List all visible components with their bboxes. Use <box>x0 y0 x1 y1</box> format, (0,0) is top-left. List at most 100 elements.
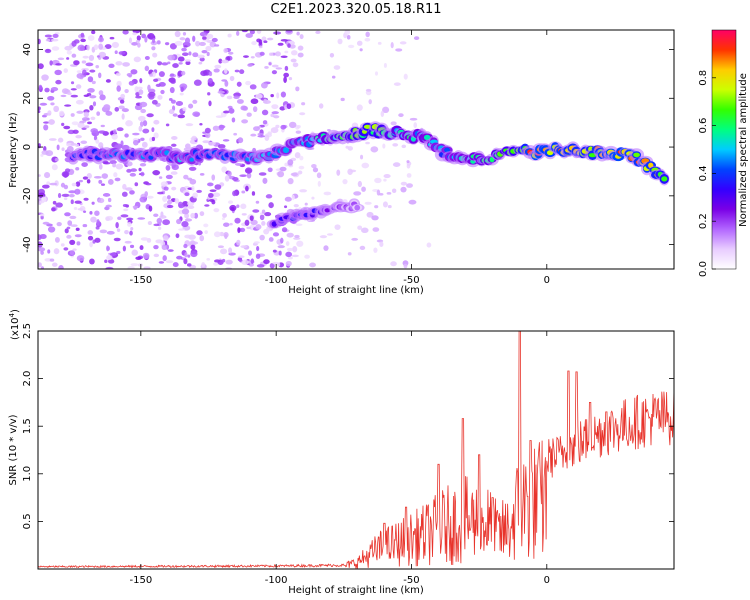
spectrogram-noise-cell <box>141 141 148 148</box>
spectrogram-noise-cell <box>299 34 304 40</box>
spectrogram-noise-cell <box>122 183 127 190</box>
spectrogram-noise-cell <box>165 174 173 180</box>
spectrogram-noise-cell <box>98 43 104 50</box>
spectrogram-noise-cell <box>284 50 289 54</box>
spectrogram-noise-cell <box>102 160 109 165</box>
spectrogram-noise-cell <box>135 256 142 260</box>
spectrogram-noise-cell <box>55 63 62 66</box>
spectrogram-noise-cell <box>76 110 84 114</box>
spectrogram-noise-cell <box>263 259 270 265</box>
spectrogram-noise-cell <box>296 124 301 129</box>
spectrogram-noise-cell <box>86 172 92 179</box>
spectrogram-noise-cell <box>279 106 286 111</box>
spectrogram-noise-cell <box>342 178 348 185</box>
spectrogram-noise-cell <box>75 99 84 105</box>
spectrogram-noise-cell <box>73 60 80 66</box>
spectrogram-noise-cell <box>42 184 50 189</box>
spectrogram-noise-cell <box>38 110 41 114</box>
spectrogram-noise-cell <box>52 200 57 205</box>
spectrogram-noise-cell <box>105 111 113 116</box>
spectrogram-noise-cell <box>372 227 380 232</box>
spectrogram-noise-cell <box>39 102 48 106</box>
spectrogram-noise-cell <box>53 105 60 113</box>
spectrogram-noise-cell <box>215 115 224 119</box>
spectrogram-noise-cell <box>128 37 132 44</box>
spectrogram-noise-cell <box>138 167 142 172</box>
spectrogram-noise-cell <box>174 40 183 46</box>
spectrogram-noise-cell <box>130 226 134 231</box>
spectrogram-noise-cell <box>109 252 117 256</box>
spectrogram-noise-cell <box>379 241 384 248</box>
spectrogram-noise-cell <box>426 242 432 248</box>
spectrogram-noise-cell <box>118 51 126 55</box>
spectrogram-noise-cell <box>115 163 124 170</box>
spectrogram-noise-cell <box>297 170 303 175</box>
spectrogram-noise-cell <box>57 57 65 61</box>
spectrogram-noise-cell <box>246 226 252 230</box>
spectrogram-noise-cell <box>406 173 412 178</box>
spectrogram-noise-cell <box>233 132 238 136</box>
spectrogram-noise-cell <box>129 230 133 236</box>
spectrogram-noise-cell <box>370 146 379 153</box>
spectrogram-noise-cell <box>51 46 60 51</box>
spectrogram-noise-cell <box>153 223 160 227</box>
spectrogram-noise-cell <box>243 55 249 58</box>
spectrogram-noise-cell <box>157 191 164 195</box>
spectrogram-noise-cell <box>126 217 134 221</box>
spectrogram-noise-cell <box>51 207 56 212</box>
spectrogram-noise-cell <box>87 121 92 125</box>
spectrogram-noise-cell <box>41 74 49 81</box>
spectrogram-noise-cell <box>68 190 76 194</box>
spectrogram-noise-cell <box>351 237 359 241</box>
spectrogram-noise-cell <box>196 230 203 236</box>
spectrogram-noise-cell <box>217 90 225 94</box>
spectrogram-noise-cell <box>297 52 304 58</box>
spectrogram-noise-cell <box>71 182 77 187</box>
spectrogram-noise-cell <box>382 143 386 149</box>
spectrogram-noise-cell <box>268 237 274 242</box>
spectrogram-noise-cell <box>256 264 265 268</box>
colorbar-tick-label: 0.0 <box>698 261 709 277</box>
spectrogram-noise-cell <box>240 245 248 249</box>
spectrogram-noise-cell <box>147 32 155 40</box>
spectrogram-noise-cell <box>292 246 298 253</box>
spectrogram-noise-cell <box>361 162 370 169</box>
spectrogram-noise-cell <box>184 234 192 239</box>
spectrogram-noise-cell <box>38 234 42 241</box>
spectrogram-noise-cell <box>190 137 197 141</box>
spectrogram-noise-cell <box>178 62 183 65</box>
spectrogram-noise-cell <box>261 221 266 226</box>
spectrogram-noise-cell <box>163 235 169 242</box>
spectrogram-noise-cell <box>374 177 382 184</box>
spectrogram-noise-cell <box>38 106 41 111</box>
spectrogram-noise-cell <box>229 222 233 226</box>
spectrogram-noise-cell <box>38 262 42 268</box>
spectrogram-noise-cell <box>295 130 302 134</box>
spectrogram-noise-cell <box>114 50 118 55</box>
spectrogram-noise-cell <box>347 146 354 151</box>
spectrogram-noise-cell <box>224 68 228 74</box>
spectrogram-noise-cell <box>89 258 95 265</box>
spectrogram-noise-cell <box>133 56 141 63</box>
spectrogram-noise-cell <box>190 241 199 245</box>
spectrogram-noise-cell <box>346 34 351 40</box>
spectrogram-noise-cell <box>75 135 82 139</box>
spectrogram-noise-cell <box>88 54 95 62</box>
spectrogram-noise-cell <box>240 203 247 210</box>
spectrogram-noise-cell <box>261 36 267 42</box>
spectrogram-noise-cell <box>264 134 270 141</box>
spectrogram-noise-cell <box>223 222 230 227</box>
spectrogram-noise-cell <box>311 196 315 200</box>
spectrogram-noise-cell <box>64 104 72 107</box>
spectrogram-noise-cell <box>199 173 205 176</box>
spectrogram-frame <box>37 29 675 270</box>
snr-y-tick-label: 2.0 <box>22 371 33 387</box>
spectrogram-noise-cell <box>359 48 363 52</box>
spectrogram-noise-cell <box>186 263 192 267</box>
spectrogram-noise-cell <box>44 172 51 179</box>
spectrogram-noise-cell <box>286 232 294 238</box>
spectrogram-noise-cell <box>153 253 160 258</box>
spectrogram-noise-cell <box>137 217 146 220</box>
spectrogram-noise-cell <box>220 248 228 255</box>
